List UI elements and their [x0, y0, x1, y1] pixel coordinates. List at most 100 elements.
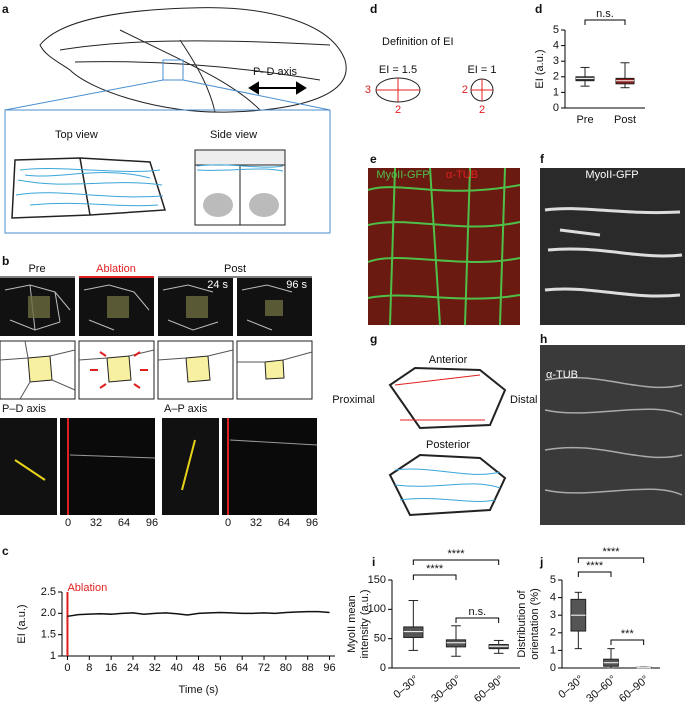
direction-label: Posterior	[426, 439, 470, 451]
y-tick-label: 3	[550, 609, 556, 621]
kymograph-tick: 64	[118, 517, 130, 529]
significance-label: ****	[447, 548, 465, 560]
direction-label: Proximal	[332, 394, 375, 406]
column-header: Ablation	[96, 263, 136, 275]
y-tick-label: 3	[553, 55, 559, 67]
x-axis-label: Time (s)	[179, 684, 219, 696]
y-axis-label: EI (a.u.)	[16, 604, 28, 643]
x-tick-label: 40	[171, 662, 183, 674]
significance-bracket	[412, 574, 457, 580]
x-tick-label: 30–60°	[429, 673, 464, 703]
y-axis-label: orientation (%)	[529, 588, 541, 660]
dimension-label: 2	[462, 84, 468, 96]
x-tick-label: 48	[192, 662, 204, 674]
cell-diagram	[388, 366, 507, 517]
y-tick-label: 0	[553, 102, 559, 114]
significance-bracket	[577, 557, 645, 563]
axis-arrow	[248, 81, 307, 95]
x-tick-label: 0	[64, 662, 70, 674]
y-tick-label: 0	[380, 662, 386, 674]
panel-label: c	[2, 544, 9, 558]
x-tick-label: 88	[302, 662, 314, 674]
y-tick-label: 2.5	[41, 586, 56, 598]
panel-label: d	[535, 2, 542, 16]
dimension-label: 3	[365, 84, 371, 96]
direction-label: Distal	[510, 394, 538, 406]
ablation-images	[0, 278, 318, 515]
kymograph-tick: 32	[90, 517, 102, 529]
y-tick-label: 4	[553, 40, 559, 52]
y-tick-label: 1.5	[41, 629, 56, 641]
box	[445, 639, 467, 648]
x-tick-label: 60–90°	[617, 673, 652, 703]
significance-bracket	[584, 19, 626, 25]
y-tick-label: 5	[550, 574, 556, 586]
y-tick-label: 4	[550, 592, 556, 604]
y-tick-label: 5	[553, 24, 559, 36]
column-header: Post	[224, 263, 246, 275]
y-tick-label: 2	[550, 627, 556, 639]
x-tick-label: 8	[86, 662, 92, 674]
ei-label: EI = 1	[467, 64, 496, 76]
x-tick-label: 72	[258, 662, 270, 674]
diagram-title: Definition of EI	[382, 36, 454, 48]
time-label: 24 s	[207, 279, 228, 291]
x-tick-label: 16	[105, 662, 117, 674]
kymograph-tick: 0	[225, 517, 231, 529]
significance-label: n.s.	[596, 8, 614, 20]
annotation: Ablation	[67, 582, 107, 594]
stain-label: α-TUB	[446, 169, 478, 181]
top-view-drawing	[11, 157, 166, 219]
x-tick-label: 60–90°	[472, 673, 507, 703]
panel-label: f	[540, 152, 545, 166]
panel-label: h	[540, 332, 547, 346]
panel-label: a	[2, 2, 9, 16]
y-tick-label: 2.0	[41, 607, 56, 619]
view-label: Top view	[55, 129, 98, 141]
y-tick-label: 50	[374, 633, 386, 645]
line-series	[67, 610, 330, 618]
kymograph-tick: 96	[306, 517, 318, 529]
x-tick-label: 56	[214, 662, 226, 674]
y-tick-label: 100	[368, 603, 386, 615]
panel-label: g	[370, 332, 377, 346]
y-tick-label: 0	[550, 662, 556, 674]
view-label: Side view	[210, 129, 257, 141]
kymograph-tick: 32	[250, 517, 262, 529]
x-tick-label: 32	[149, 662, 161, 674]
x-tick-label: 96	[323, 662, 335, 674]
axis-label: P–D axis	[2, 403, 47, 415]
x-tick-label: Pre	[576, 114, 593, 126]
direction-label: Anterior	[429, 354, 468, 366]
side-view-drawing	[194, 149, 286, 226]
y-axis-label: Distribution of	[516, 589, 528, 657]
axis-label: A–P axis	[164, 403, 208, 415]
significance-label: n.s.	[468, 606, 486, 618]
dimension-label: 2	[479, 104, 485, 116]
x-tick-label: Post	[614, 114, 636, 126]
ei-label: EI = 1.5	[379, 64, 417, 76]
significance-bracket	[455, 617, 500, 623]
y-axis-label: intensity (a.u.)	[359, 589, 371, 658]
x-tick-label: 0–30°	[556, 673, 586, 701]
micrographs	[367, 167, 685, 525]
y-axis-label: MyoII mean	[346, 595, 358, 652]
x-tick-label: 64	[236, 662, 248, 674]
kymograph-tick: 0	[65, 517, 71, 529]
kymograph-tick: 64	[278, 517, 290, 529]
stain-label: MyoII-GFP	[376, 169, 429, 181]
significance-label: ****	[602, 546, 620, 558]
significance-bracket	[577, 571, 612, 577]
panel-label: d	[370, 2, 377, 16]
significance-bracket	[412, 559, 500, 565]
column-header: Pre	[28, 263, 45, 275]
y-axis-label: EI (a.u.)	[534, 49, 546, 88]
y-tick-label: 1	[50, 650, 56, 662]
y-tick-label: 1	[550, 644, 556, 656]
stain-label: MyoII-GFP	[585, 169, 638, 181]
panel-label: e	[370, 152, 377, 166]
y-tick-label: 2	[553, 71, 559, 83]
x-tick-label: 80	[280, 662, 292, 674]
y-tick-label: 150	[368, 574, 386, 586]
